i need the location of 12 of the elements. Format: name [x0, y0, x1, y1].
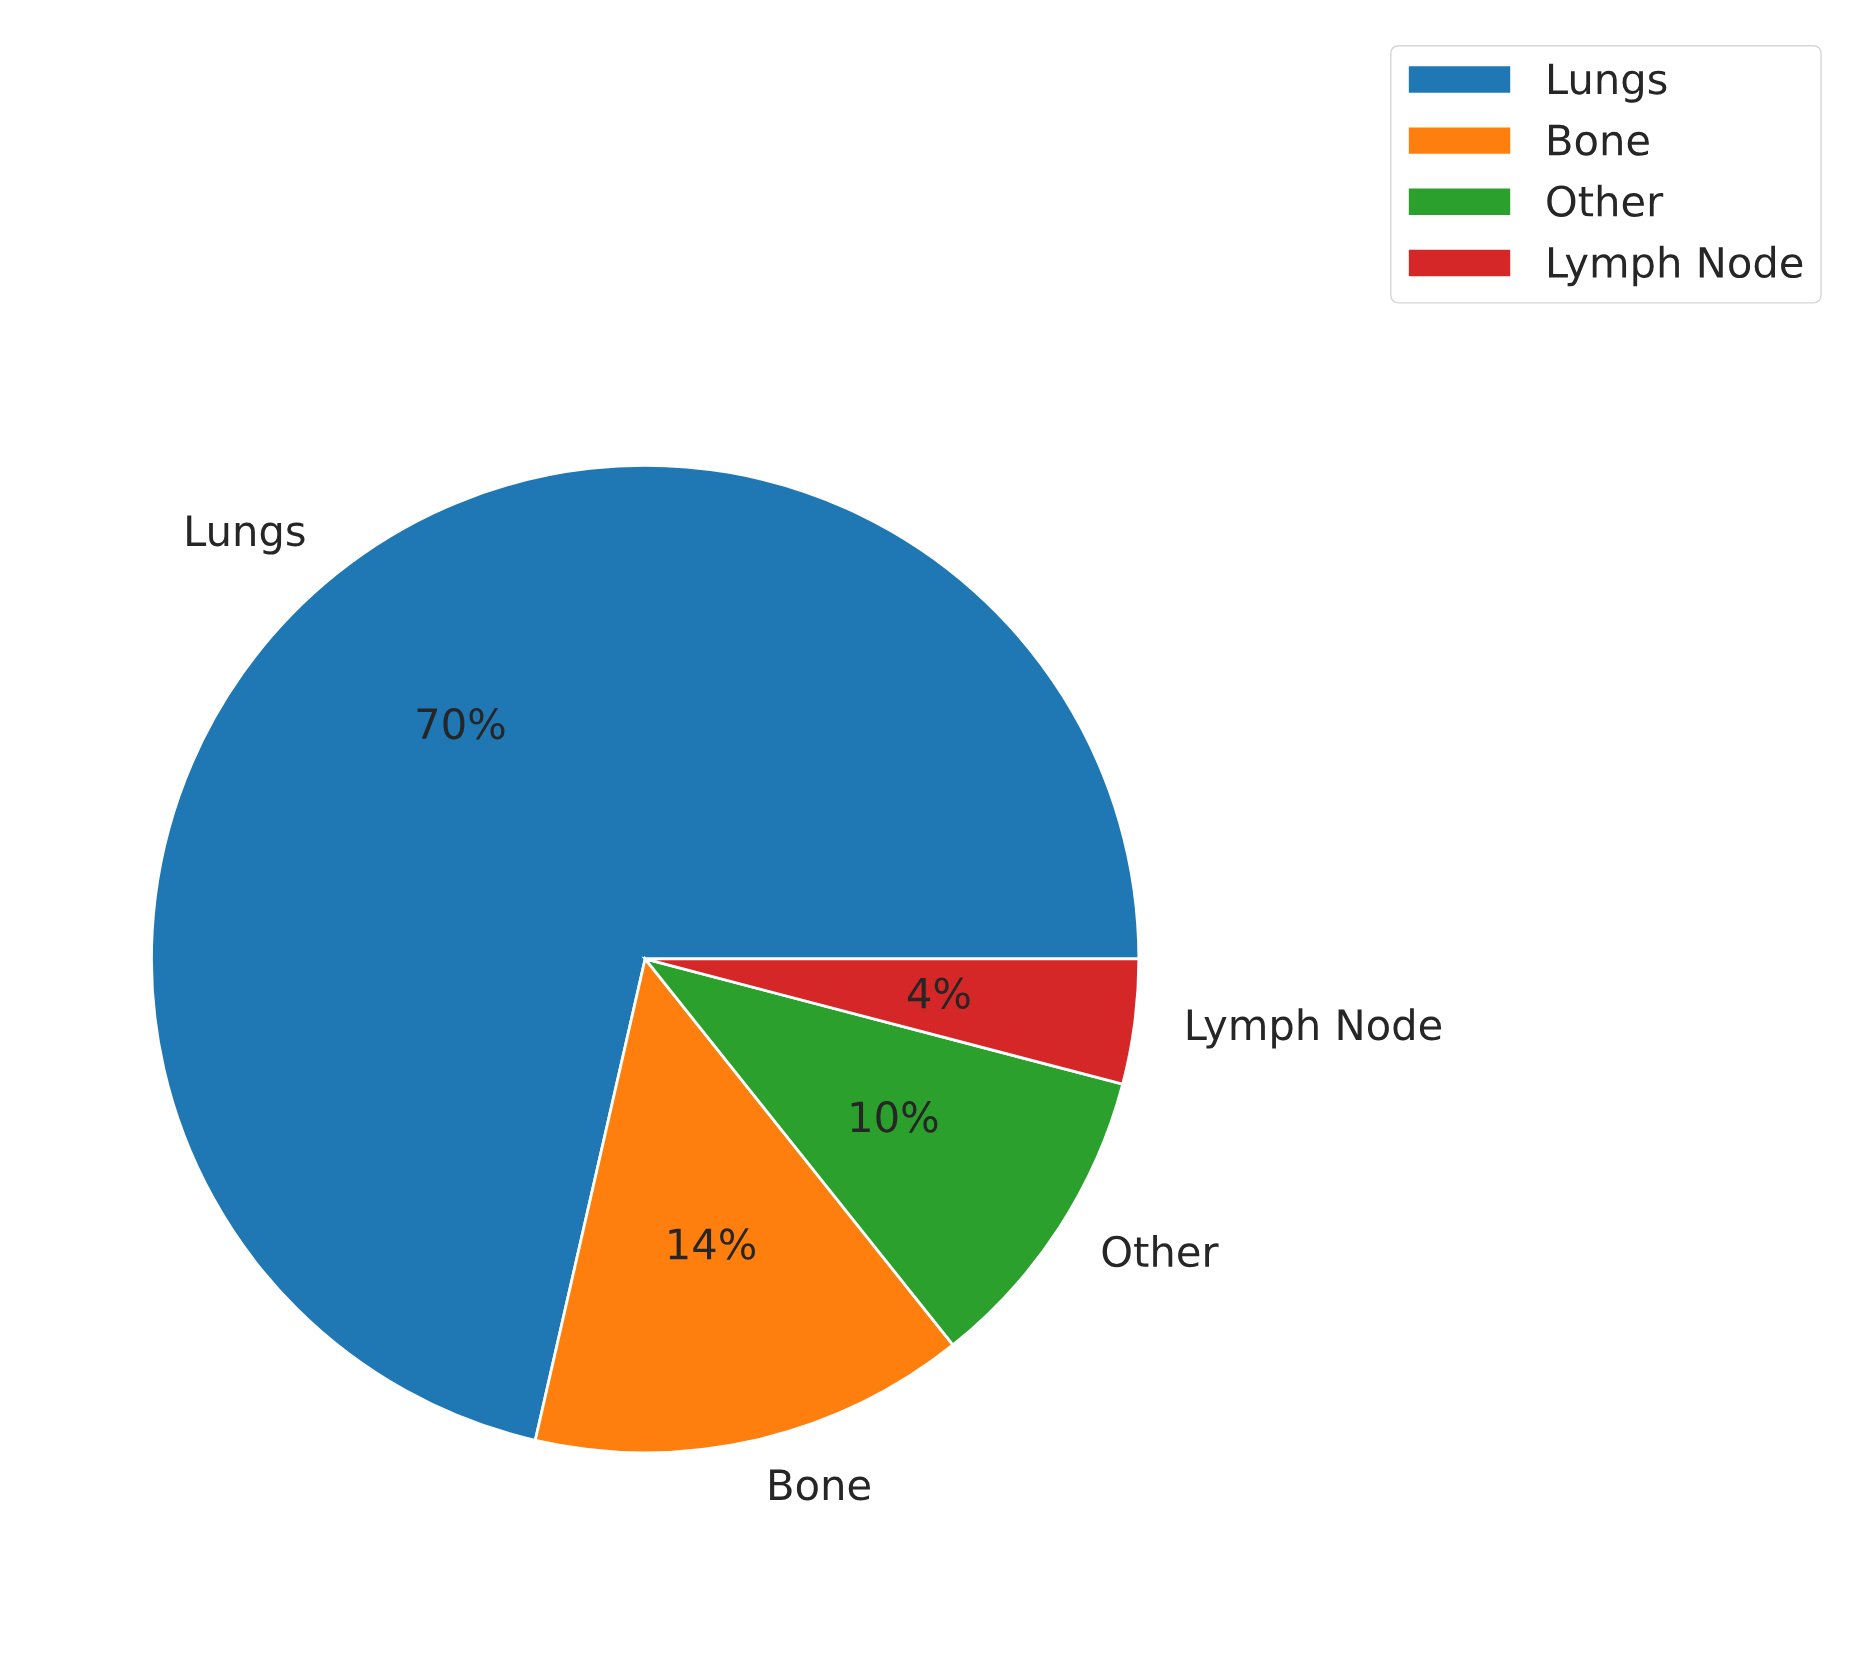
data-label: 4%: [907, 977, 970, 1009]
legend-label: Lungs: [1549, 63, 1667, 103]
data-label: 14%: [669, 1228, 756, 1260]
slice-label: Other: [1102, 1235, 1219, 1268]
legend-label: Other: [1547, 184, 1664, 217]
legend-label: Lymph Node: [1549, 245, 1803, 287]
slice-label: Bone: [770, 1469, 870, 1501]
data-label: 70%: [417, 707, 505, 740]
slice-label: Lymph Node: [1187, 1008, 1442, 1049]
legend-label: Bone: [1549, 124, 1649, 156]
data-label: 10%: [851, 1101, 938, 1133]
slice-label: Lungs: [187, 515, 305, 555]
